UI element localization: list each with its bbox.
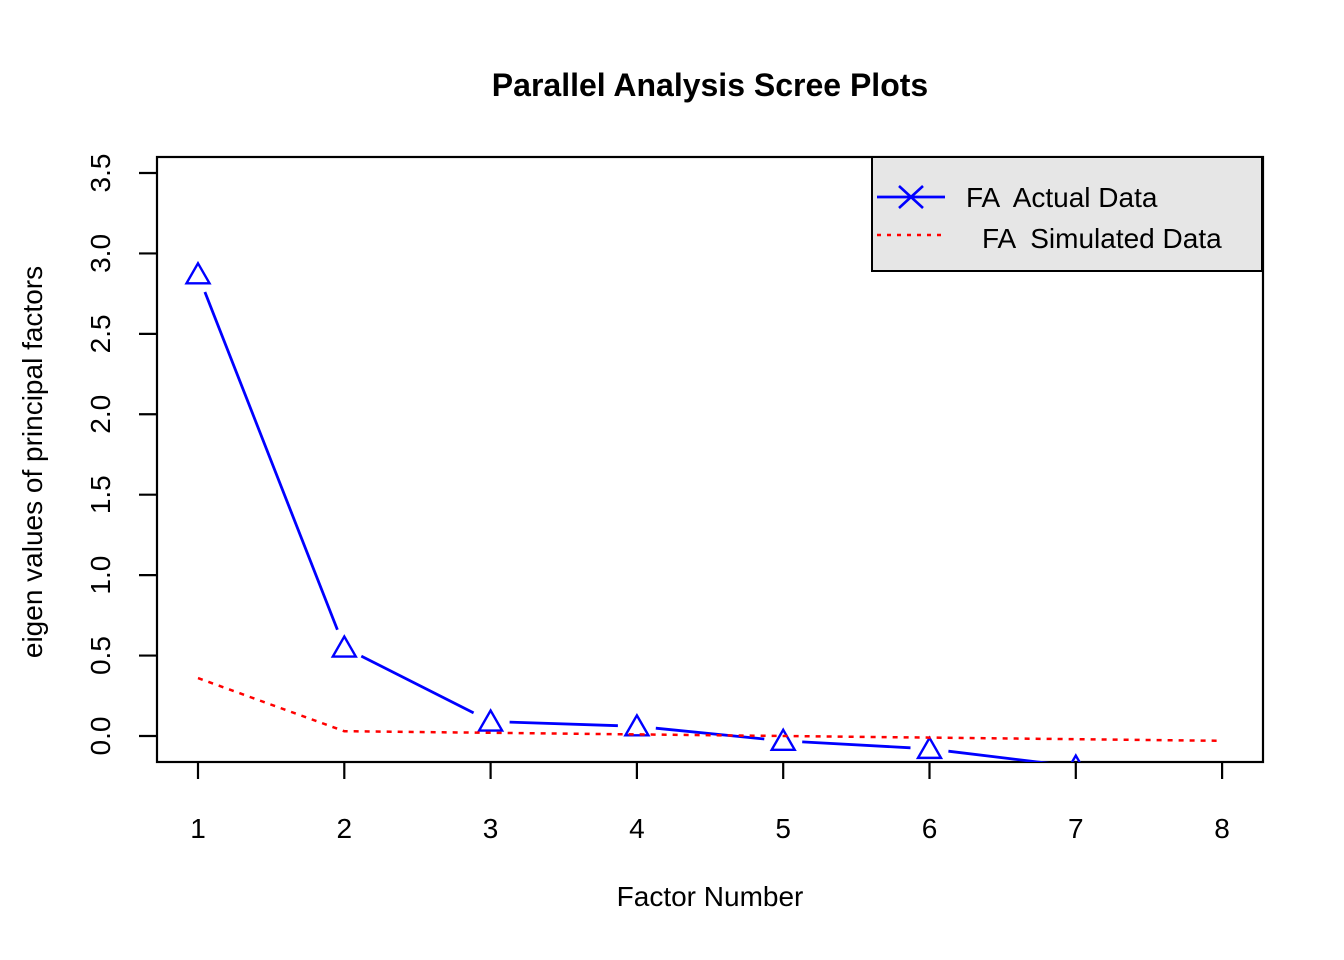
legend: FA Actual Data FA Simulated Data — [871, 156, 1263, 272]
legend-label-simulated: FA Simulated Data — [982, 223, 1222, 254]
actual-data-triangle-marker — [623, 712, 651, 737]
x-tick-label: 2 — [337, 813, 353, 844]
y-axis-label: eigen values of principal factors — [17, 266, 48, 658]
x-axis-label: Factor Number — [617, 881, 804, 912]
y-tick-label: 0.5 — [85, 636, 116, 675]
legend-entry-actual: FA Actual Data — [877, 182, 1158, 213]
series-root — [184, 260, 1223, 762]
y-tick-label: 0.0 — [85, 717, 116, 756]
y-tick-label: 1.5 — [85, 475, 116, 514]
actual-data-triangle-marker — [330, 634, 358, 658]
legend-box — [871, 156, 1263, 272]
x-axis: 1 2 3 4 5 6 7 8 — [190, 762, 1230, 844]
y-tick-label: 3.5 — [85, 154, 116, 193]
y-tick-label: 3.0 — [85, 234, 116, 273]
actual-data-triangle-marker — [184, 260, 212, 285]
series-fa-actual-data — [184, 260, 1081, 762]
x-tick-label: 6 — [922, 813, 938, 844]
chart-title: Parallel Analysis Scree Plots — [492, 67, 928, 103]
x-tick-label: 4 — [629, 813, 645, 844]
x-tick-label: 3 — [483, 813, 499, 844]
y-tick-label: 1.0 — [85, 556, 116, 595]
simulated-data-line — [197, 676, 1223, 743]
actual-data-line-segment — [360, 654, 475, 715]
actual-data-line-segment — [802, 740, 911, 750]
actual-data-line-segment — [509, 720, 618, 728]
legend-x-cross-icon — [898, 185, 924, 209]
series-fa-simulated-data — [197, 676, 1223, 743]
legend-entry-simulated: FA Simulated Data — [877, 223, 1222, 254]
x-tick-label: 1 — [190, 813, 206, 844]
x-tick-label: 8 — [1214, 813, 1230, 844]
actual-data-triangle-marker — [477, 708, 505, 732]
y-axis: 0.0 0.5 1.0 1.5 2.0 2.5 3.0 3.5 — [85, 154, 157, 756]
y-tick-label: 2.5 — [85, 314, 116, 353]
actual-data-triangle-marker — [915, 735, 944, 760]
actual-data-line-segment — [655, 726, 765, 741]
actual-data-triangle-marker — [769, 727, 797, 752]
x-tick-label: 7 — [1068, 813, 1084, 844]
plot-box — [155, 155, 1265, 764]
y-tick-label: 2.0 — [85, 395, 116, 434]
x-tick-label: 5 — [775, 813, 791, 844]
legend-label-actual: FA Actual Data — [966, 182, 1158, 213]
actual-data-line-segment — [203, 291, 339, 631]
actual-data-line-segment — [948, 749, 1050, 762]
